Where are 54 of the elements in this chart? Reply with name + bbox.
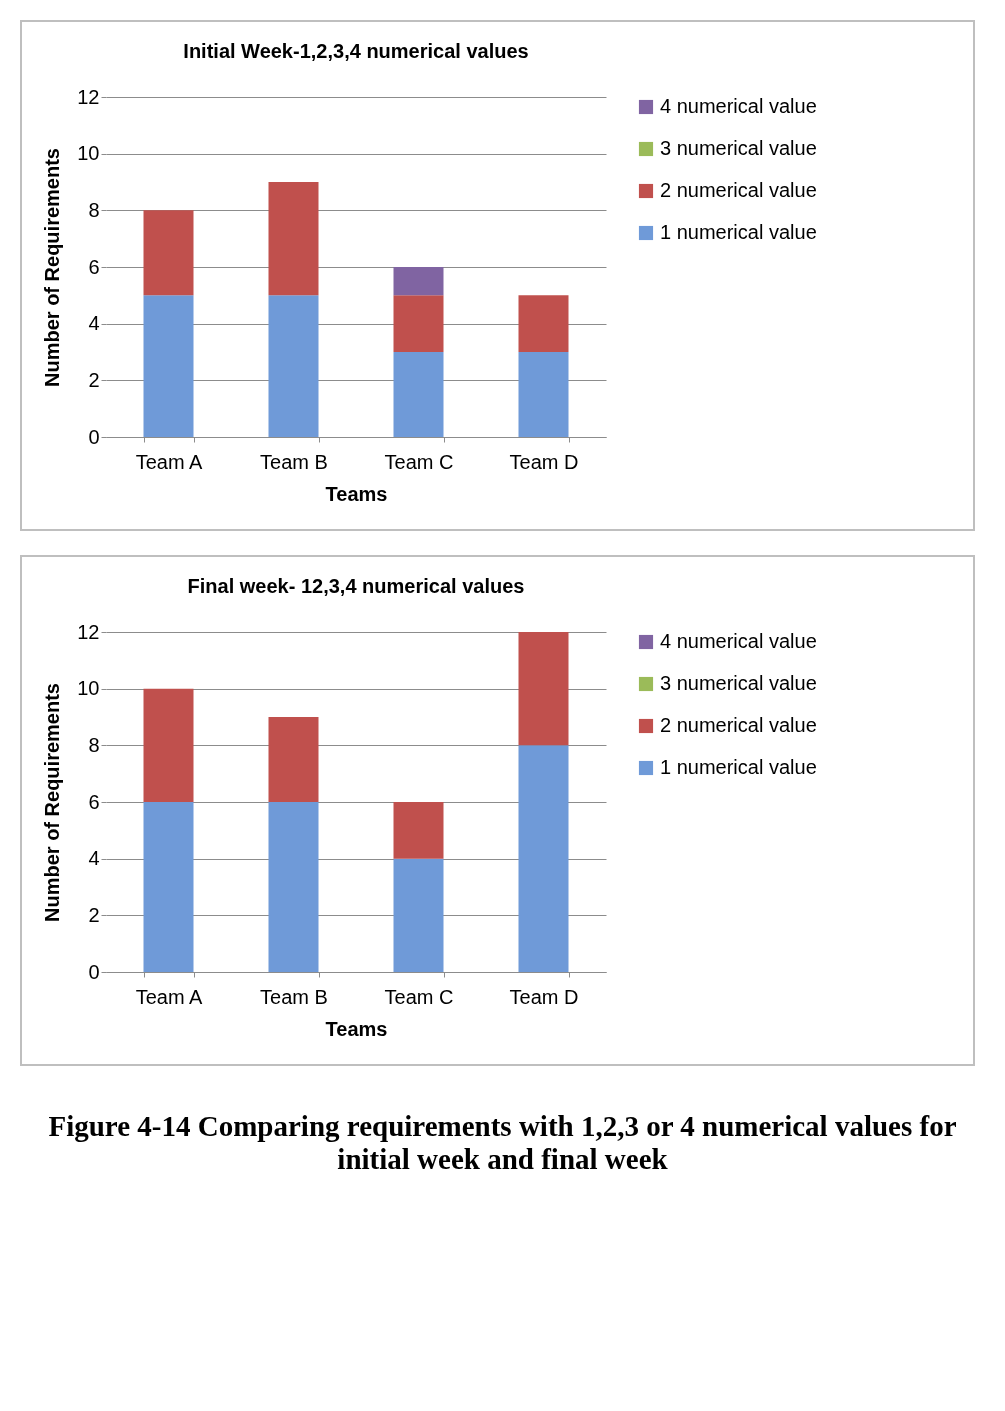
bar — [143, 210, 194, 296]
y-tick-label: 6 — [88, 255, 100, 278]
bar — [518, 632, 569, 746]
y-tick-label: 8 — [88, 733, 100, 756]
y-tick-label: 6 — [88, 790, 100, 813]
bar — [268, 182, 319, 296]
bar — [393, 858, 444, 972]
legend-label: 2 numerical value — [660, 714, 817, 736]
legend-label: 2 numerical value — [660, 179, 817, 201]
bar — [518, 745, 569, 972]
y-tick-label: 10 — [77, 677, 100, 700]
caption: Figure 4-14 Comparing requirements with 1,2,3 or 4 numerical values for initial week and final week — [47, 1110, 958, 1176]
bar — [268, 295, 319, 437]
y-tick-label: 0 — [88, 960, 100, 983]
x-tick-label: Team D — [509, 450, 579, 473]
bar — [393, 295, 444, 352]
y-tick-label: 2 — [88, 903, 100, 926]
legend-label: 4 numerical value — [660, 95, 817, 117]
y-tick-label: 12 — [77, 620, 100, 643]
x-axis-title: Teams — [325, 1017, 388, 1040]
legend-label: 3 numerical value — [660, 137, 817, 159]
bar — [393, 352, 444, 437]
y-tick-label: 4 — [88, 847, 100, 870]
legend-label: 4 numerical value — [660, 630, 817, 652]
bar — [518, 295, 569, 352]
y-tick-label: 8 — [88, 198, 100, 221]
x-tick-label: Team C — [384, 450, 454, 473]
bar — [143, 295, 194, 437]
x-tick-label: Team D — [509, 985, 579, 1008]
y-tick-label: 12 — [77, 85, 100, 108]
bar — [518, 352, 569, 437]
x-tick-label: Team A — [135, 450, 204, 473]
y-tick-label: 0 — [88, 425, 100, 448]
y-tick-label: 2 — [88, 368, 100, 391]
y-tick-label: 4 — [88, 312, 100, 335]
chart-title: Final week- 12,3,4 numerical values — [187, 575, 525, 597]
x-tick-label: Team C — [384, 985, 454, 1008]
bar — [393, 267, 444, 296]
y-axis-title: Number of Requirements — [41, 148, 64, 387]
legend-label: 1 numerical value — [660, 221, 817, 243]
legend-label: 3 numerical value — [660, 672, 817, 694]
legend-label: 1 numerical value — [660, 756, 817, 778]
y-tick-label: 10 — [77, 142, 100, 165]
x-axis-title: Teams — [325, 482, 388, 505]
x-tick-label: Team B — [260, 450, 328, 473]
bar — [143, 802, 194, 972]
bar — [268, 717, 319, 802]
y-axis-title: Number of Requirements — [41, 683, 64, 922]
bar — [268, 802, 319, 972]
x-tick-label: Team B — [260, 985, 328, 1008]
bar — [143, 688, 194, 802]
x-tick-label: Team A — [135, 985, 204, 1008]
bar — [393, 802, 444, 859]
chart-title: Initial Week-1,2,3,4 numerical values — [183, 40, 529, 62]
